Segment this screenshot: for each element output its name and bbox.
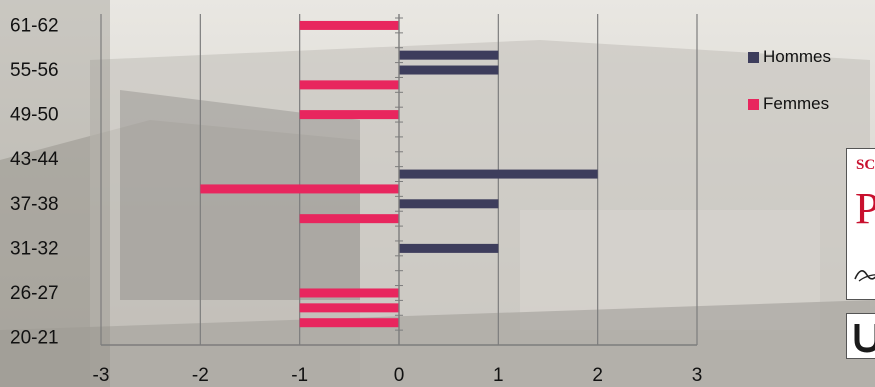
- y-tick-label: 49-50: [10, 105, 59, 126]
- y-tick-label: 37-38: [10, 194, 59, 215]
- bar-femmes: [299, 288, 399, 298]
- bar-hommes: [399, 243, 499, 253]
- institution-logo: SC P: [846, 148, 875, 300]
- x-tick-label: 0: [394, 365, 405, 386]
- x-tick-label: 2: [592, 365, 603, 386]
- y-tick-labels: 20-21 26-27 31-32 37-38 43-44 49-50 55-56 61-62: [10, 15, 59, 348]
- x-tick-label: -3: [93, 365, 110, 386]
- bar-hommes: [399, 50, 499, 60]
- logo-signature-icon: [854, 270, 875, 282]
- y-tick-label: 61-62: [10, 15, 59, 36]
- y-tick-label: 31-32: [10, 238, 59, 259]
- legend-label-hommes: Hommes: [763, 47, 832, 66]
- x-tick-labels: -3 -2 -1 0 1 2 3: [93, 365, 703, 386]
- y-tick-label: 55-56: [10, 60, 59, 81]
- legend-swatch-femmes: [748, 98, 759, 110]
- university-u-icon: [854, 324, 875, 353]
- bars: [200, 20, 598, 328]
- legend-label-femmes: Femmes: [763, 94, 830, 113]
- bar-femmes: [299, 303, 399, 313]
- y-tick-label: 43-44: [10, 149, 59, 170]
- legend: Hommes Femmes: [748, 44, 831, 138]
- bar-hommes: [399, 65, 499, 75]
- bar-femmes: [200, 184, 399, 194]
- bar-femmes: [299, 318, 399, 328]
- logo-text-top: SC: [856, 157, 875, 173]
- y-tick-label: 26-27: [10, 283, 59, 304]
- bar-hommes: [399, 169, 598, 179]
- bar-femmes: [299, 214, 399, 224]
- y-tick-label: 20-21: [10, 328, 59, 349]
- bar-hommes: [399, 199, 499, 209]
- x-tick-label: 1: [493, 365, 504, 386]
- x-tick-label: -2: [192, 365, 209, 386]
- bar-femmes: [299, 80, 399, 90]
- legend-item-femmes: Femmes: [748, 91, 831, 117]
- x-tick-label: -1: [291, 365, 308, 386]
- bar-femmes: [299, 20, 399, 30]
- legend-swatch-hommes: [748, 51, 759, 63]
- logo-letter: P: [855, 183, 875, 234]
- x-tick-label: 3: [692, 365, 703, 386]
- axis: [101, 14, 697, 346]
- university-logo: [846, 313, 875, 359]
- bar-femmes: [299, 110, 399, 120]
- legend-item-hommes: Hommes: [748, 44, 831, 70]
